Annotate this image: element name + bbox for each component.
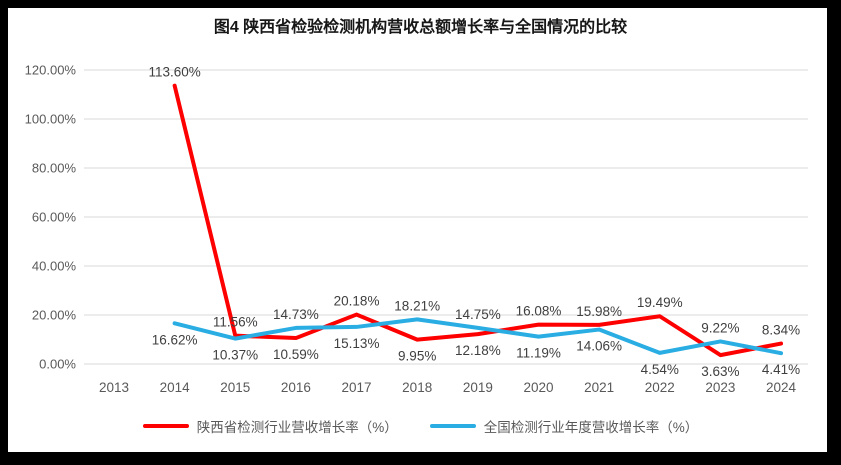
x-tick-label: 2021: [584, 380, 614, 395]
data-label: 19.49%: [637, 295, 683, 310]
x-tick-label: 2016: [281, 380, 311, 395]
data-label: 4.54%: [641, 362, 679, 377]
x-tick-label: 2013: [99, 380, 129, 395]
data-label: 11.56%: [213, 315, 258, 330]
x-tick-label: 2020: [523, 380, 553, 395]
y-tick-label: 60.00%: [32, 210, 77, 225]
x-tick-label: 2017: [342, 380, 372, 395]
data-label: 14.06%: [576, 339, 622, 354]
series-line-0: [172, 83, 784, 358]
x-tick-label: 2018: [402, 380, 432, 395]
x-tick-label: 2015: [220, 380, 250, 395]
data-label: 15.13%: [334, 336, 380, 351]
legend-item-national: 全国检测行业年度营收增长率（%）: [429, 416, 699, 436]
data-label: 9.95%: [398, 349, 436, 364]
x-tick-label: 2024: [766, 380, 797, 395]
data-label: 14.75%: [455, 307, 501, 322]
y-tick-label: 0.00%: [39, 357, 76, 372]
data-label: 3.63%: [701, 364, 739, 379]
x-tick-label: 2019: [463, 380, 493, 395]
x-tick-label: 2014: [160, 380, 191, 395]
data-label: 14.73%: [273, 307, 319, 322]
data-label: 15.98%: [576, 304, 622, 319]
y-tick-label: 100.00%: [25, 112, 77, 127]
y-tick-label: 40.00%: [32, 259, 77, 274]
data-label: 113.60%: [148, 65, 200, 80]
chart-card: [8, 8, 827, 452]
data-label: 18.21%: [394, 298, 440, 313]
data-label: 8.34%: [762, 323, 800, 338]
data-label: 9.22%: [701, 320, 739, 335]
series-line-1: [172, 317, 784, 356]
data-label: 16.08%: [516, 304, 562, 319]
y-tick-label: 20.00%: [32, 308, 77, 323]
chart-title: 图4 陕西省检验检测机构营收总额增长率与全国情况的比较: [213, 19, 628, 36]
red-line-swatch-icon: [142, 423, 189, 429]
y-tick-label: 80.00%: [32, 161, 77, 176]
x-tick-label: 2022: [645, 380, 675, 395]
data-label: 10.59%: [273, 347, 319, 362]
data-label: 12.18%: [455, 343, 501, 358]
x-tick-label: 2023: [705, 380, 735, 395]
data-label: 11.19%: [516, 346, 561, 361]
blue-line-swatch-icon: [429, 423, 476, 429]
data-label: 16.62%: [152, 332, 198, 347]
legend-label-national: 全国检测行业年度营收增长率（%）: [483, 420, 699, 435]
y-tick-label: 120.00%: [25, 63, 77, 78]
chart-legend: 陕西省检测行业营收增长率（%） 全国检测行业年度营收增长率（%）: [0, 416, 841, 436]
data-label: 10.37%: [212, 348, 258, 363]
data-label: 4.41%: [762, 362, 800, 377]
legend-item-shaanxi: 陕西省检测行业营收增长率（%）: [142, 416, 398, 436]
legend-label-shaanxi: 陕西省检测行业营收增长率（%）: [196, 420, 398, 435]
data-label: 20.18%: [334, 294, 380, 309]
